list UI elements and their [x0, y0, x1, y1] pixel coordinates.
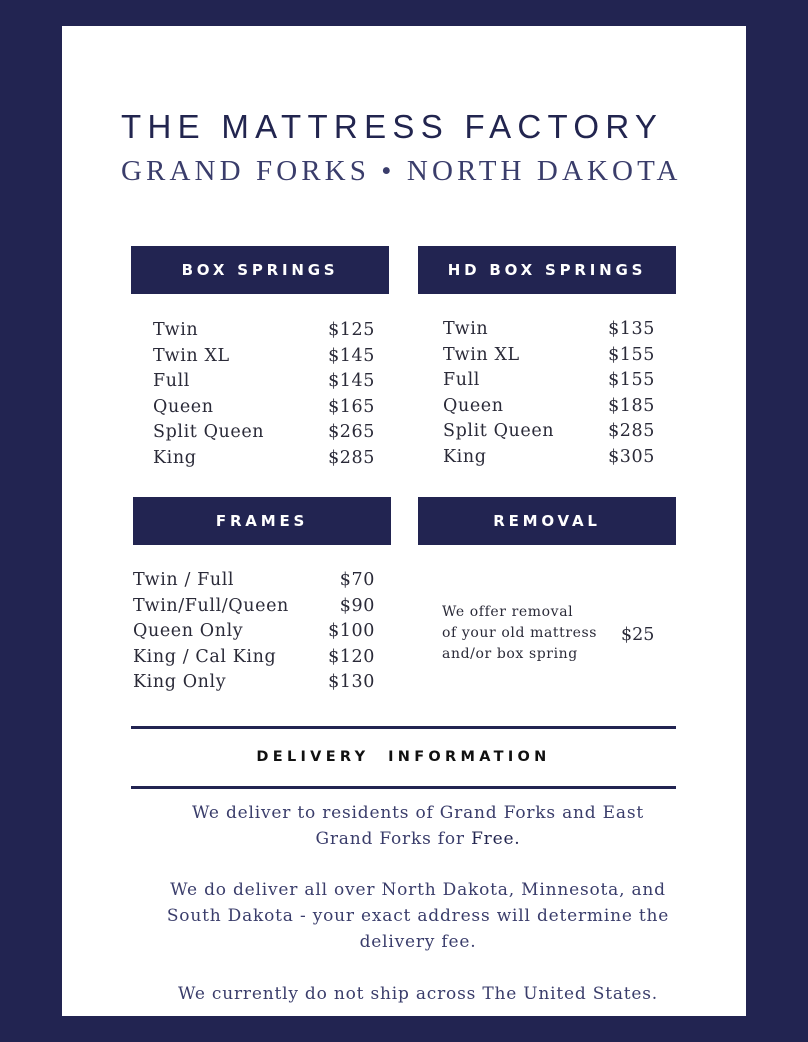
item-name: Full — [443, 370, 481, 391]
price-row: Queen Only $100 — [133, 619, 375, 645]
delivery-paragraph-states: We do deliver all over North Dakota, Min… — [166, 880, 670, 952]
item-name: Queen — [443, 395, 504, 416]
item-price: $70 — [339, 570, 375, 590]
item-name: Twin/Full/Queen — [133, 595, 289, 616]
price-row: Twin $125 — [153, 318, 375, 344]
item-price: $145 — [328, 345, 375, 366]
item-name: Full — [153, 371, 191, 392]
item-name: Twin — [443, 319, 489, 339]
price-row: Twin / Full $70 — [133, 568, 375, 594]
divider-top — [131, 726, 676, 729]
item-name: King / Cal King — [133, 646, 277, 667]
delivery-paragraph-free: We deliver to residents of Grand Forks a… — [168, 800, 668, 852]
price-row: Twin XL $145 — [153, 344, 375, 370]
item-name: King Only — [133, 672, 227, 693]
item-name: Split Queen — [443, 421, 555, 442]
item-price: $185 — [608, 395, 655, 416]
item-name: Split Queen — [153, 422, 265, 443]
item-name: Twin / Full — [133, 570, 235, 590]
delivery-heading: DELIVERY INFORMATION — [256, 749, 551, 765]
price-row: Full $155 — [443, 368, 655, 394]
price-row: Full $145 — [153, 369, 375, 395]
item-price: $265 — [328, 422, 375, 443]
price-row: Queen $185 — [443, 394, 655, 420]
box-springs-price-list: Twin $125 Twin XL $145 Full $145 Queen $165 Spli… — [153, 318, 375, 472]
page-subtitle: GRAND FORKS • NORTH DAKOTA — [121, 155, 682, 187]
price-row: King / Cal King $120 — [133, 645, 375, 671]
removal-price: $25 — [621, 625, 655, 645]
item-price: $145 — [328, 371, 375, 392]
item-price: $90 — [339, 595, 375, 616]
item-name: King — [443, 446, 487, 467]
price-row: King $285 — [153, 446, 375, 472]
price-row: Split Queen $285 — [443, 419, 655, 445]
removal-line: We offer removal — [442, 604, 574, 620]
item-price: $120 — [328, 646, 375, 667]
divider-bottom — [131, 786, 676, 789]
removal-heading: REMOVAL — [418, 497, 676, 545]
item-name: Twin XL — [153, 345, 230, 366]
price-row: Twin $135 — [443, 317, 655, 343]
box-springs-heading: BOX SPRINGS — [131, 246, 389, 294]
price-row: King $305 — [443, 445, 655, 471]
price-row: Queen $165 — [153, 395, 375, 421]
item-name: Twin — [153, 320, 199, 340]
hd-box-springs-price-list: Twin $135 Twin XL $155 Full $155 Queen $185 Spli… — [443, 317, 655, 471]
item-price: $285 — [608, 421, 655, 442]
item-name: King — [153, 447, 197, 468]
price-row: Split Queen $265 — [153, 420, 375, 446]
page-title: THE MATTRESS FACTORY — [121, 108, 664, 145]
removal-line: of your old mattress — [442, 625, 598, 641]
delivery-paragraph-shipping: We currently do not ship across The Unit… — [177, 984, 659, 1004]
price-row: King Only $130 — [133, 670, 375, 696]
item-price: $100 — [328, 621, 375, 642]
removal-line: and/or box spring — [442, 646, 578, 662]
item-price: $285 — [328, 447, 375, 468]
item-price: $165 — [328, 396, 375, 417]
frames-price-list: Twin / Full $70 Twin/Full/Queen $90 Queen On… — [133, 568, 375, 696]
item-price: $155 — [608, 344, 655, 365]
free-emphasis: Free. — [471, 829, 521, 849]
item-name: Twin XL — [443, 344, 520, 365]
item-name: Queen — [153, 396, 214, 417]
item-price: $155 — [608, 370, 655, 391]
item-price: $125 — [328, 320, 375, 340]
price-row: Twin XL $155 — [443, 343, 655, 369]
delivery-text: We deliver to residents of Grand Forks a… — [192, 803, 644, 849]
item-price: $305 — [608, 446, 655, 467]
item-price: $130 — [328, 672, 375, 693]
price-row: Twin/Full/Queen $90 — [133, 594, 375, 620]
removal-description: We offer removal of your old mattress an… — [442, 602, 597, 665]
item-price: $135 — [608, 319, 655, 339]
frames-heading: FRAMES — [133, 497, 391, 545]
item-name: Queen Only — [133, 621, 244, 642]
hd-box-springs-heading: HD BOX SPRINGS — [418, 246, 676, 294]
